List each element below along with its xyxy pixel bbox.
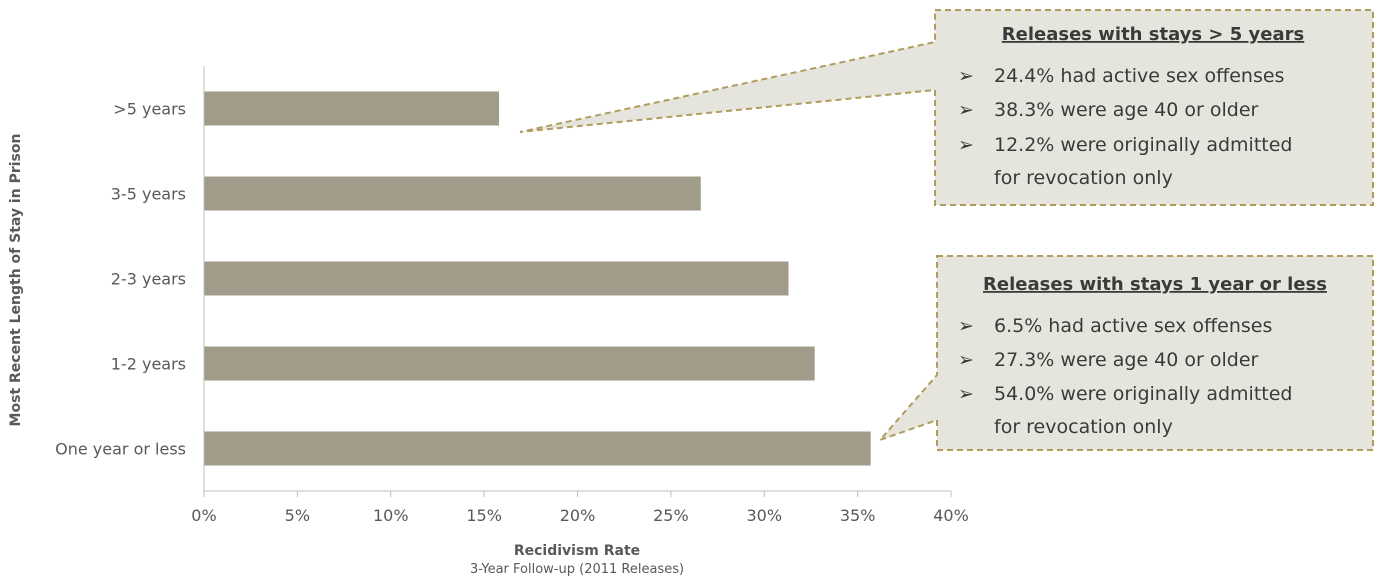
callout-bottom-title: Releases with stays 1 year or less [983,274,1327,295]
x-axis: 0% 5% 10% 15% 20% 25% 30% 35% 40% [191,66,969,525]
x-tick-label: 20% [560,506,596,525]
callout-top: Releases with stays > 5 years ➢ 24.4% ha… [958,24,1304,189]
x-axis-subtitle: 3-Year Follow-up (2011 Releases) [470,562,684,577]
callout-top-bullet-icon-3: ➢ [958,134,974,156]
callouts-layer [519,9,1374,451]
category-labels: >5 years 3-5 years 2-3 years 1-2 years One y… [55,100,186,459]
x-tick-label: 0% [191,506,216,525]
callout-bottom-bullet-2: 27.3% were age 40 or older [994,349,1259,371]
category-label: 2-3 years [111,270,186,289]
category-label: 3-5 years [111,185,186,204]
callout-top-title: Releases with stays > 5 years [1002,24,1304,45]
callout-bottom-bullet-1: 6.5% had active sex offenses [994,315,1272,337]
bar [204,431,871,466]
callout-bottom: Releases with stays 1 year or less ➢ 6.5… [958,274,1327,438]
callout-top-bullet-3: 12.2% were originally admitted [994,134,1292,156]
x-tick-label: 30% [746,506,782,525]
callout-bottom-bullet-icon-3: ➢ [958,383,974,405]
category-label: >5 years [113,100,186,119]
category-label: One year or less [55,440,186,459]
callout-bottom-bullet-3: 54.0% were originally admitted [994,383,1292,405]
callout-top-bullet-icon-2: ➢ [958,99,974,121]
category-label: 1-2 years [111,355,186,374]
x-tick-label: 25% [653,506,689,525]
callout-bottom-bullet-icon-1: ➢ [958,315,974,337]
x-tick-label: 35% [840,506,876,525]
callout-top-bullet-1: 24.4% had active sex offenses [994,65,1284,87]
callout-bottom-bullet-icon-2: ➢ [958,349,974,371]
x-tick-label: 40% [933,506,969,525]
bars-layer [204,91,871,466]
callout-bottom-shape [876,255,1374,451]
bar [204,91,500,126]
x-tick-label: 10% [373,506,409,525]
bar [204,346,815,381]
callout-top-bullet-2: 38.3% were age 40 or older [994,99,1259,121]
callout-top-shape [519,9,1374,206]
bar [204,176,701,211]
y-axis-title: Most Recent Length of Stay in Prison [8,134,24,427]
callout-top-bullet-icon-1: ➢ [958,65,974,87]
bar [204,261,789,296]
callout-top-bullet-3-cont: for revocation only [994,167,1173,189]
x-tick-label: 5% [285,506,310,525]
callout-bottom-bullet-3-cont: for revocation only [994,416,1173,438]
x-tick-label: 15% [466,506,502,525]
x-axis-title: Recidivism Rate [514,543,640,559]
